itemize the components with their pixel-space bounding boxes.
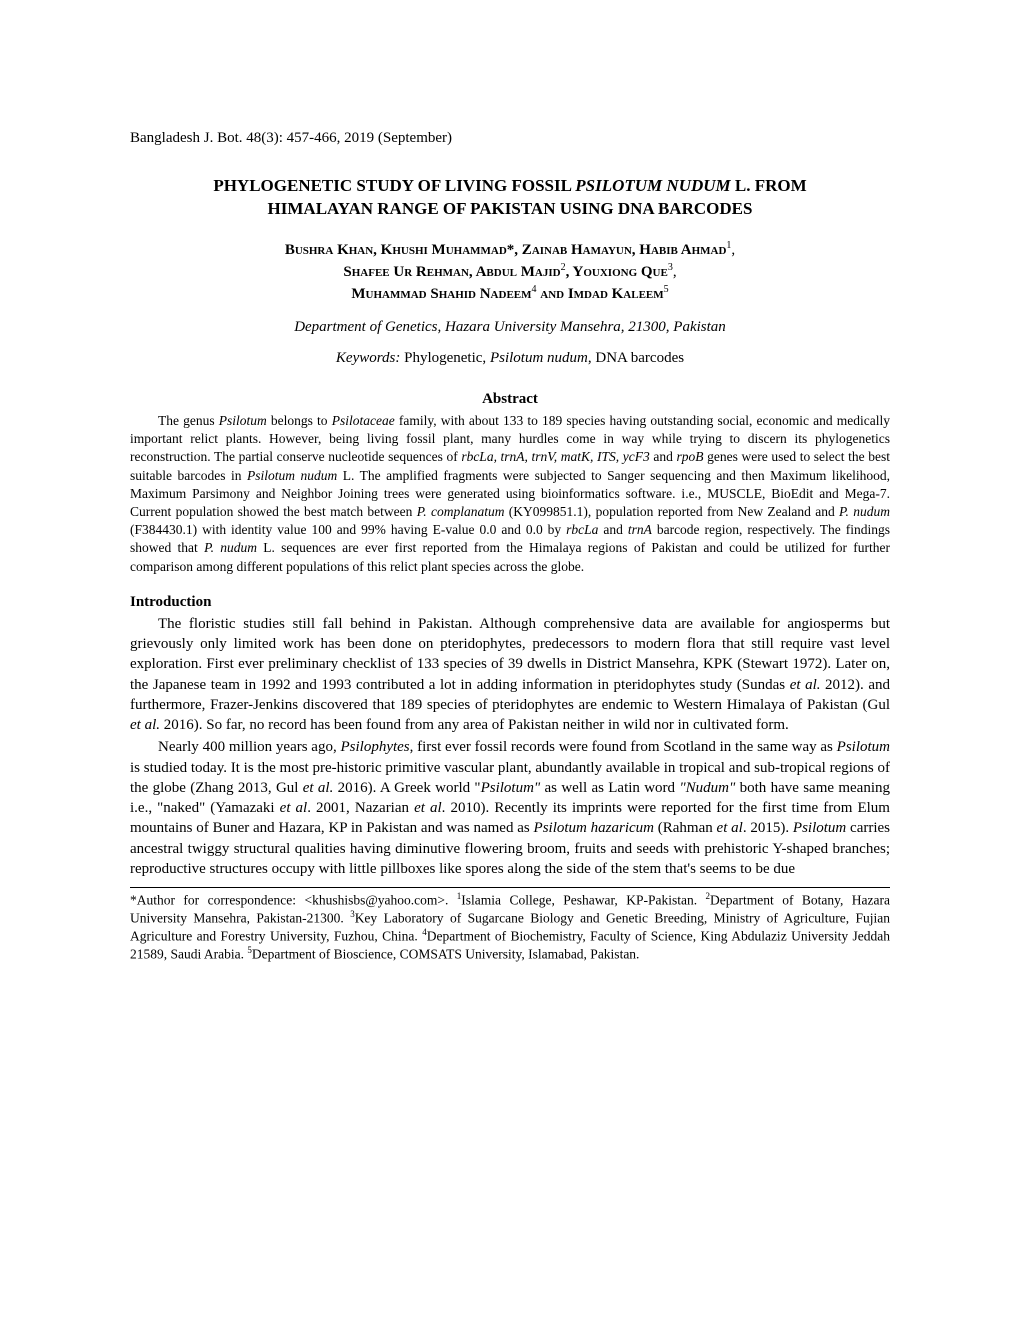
- keywords-label: Keywords:: [336, 350, 400, 366]
- keywords-p2: , DNA barcodes: [588, 350, 684, 366]
- abs-i: rpoB: [677, 449, 704, 464]
- department-affiliation: Department of Genetics, Hazara Universit…: [130, 319, 890, 336]
- body-t: The floristic studies still fall behind …: [130, 616, 890, 693]
- body-t: 2016). A Greek world ": [333, 780, 480, 796]
- abs-t: (F384430.1) with identity value 100 and …: [130, 522, 566, 537]
- authors-line3b: and Imdad Kaleem: [537, 286, 664, 302]
- body-i: et al.: [130, 717, 160, 733]
- authors-line1: Bushra Khan, Khushi Muhammad*, Zainab Ha…: [285, 242, 727, 258]
- body-i: "Nudum": [679, 780, 735, 796]
- body-t: 2016). So far, no record has been found …: [160, 717, 789, 733]
- intro-paragraph-1: The floristic studies still fall behind …: [130, 614, 890, 736]
- title-line2: HIMALAYAN RANGE OF PAKISTAN USING DNA BA…: [268, 199, 753, 218]
- abs-i: P. nudum: [839, 504, 890, 519]
- body-i: Psilotum: [837, 739, 890, 755]
- fn-t: Department of Bioscience, COMSATS Univer…: [252, 947, 640, 962]
- body-i: et al: [717, 820, 743, 836]
- abs-i: rbcLa, trnA, trnV, matK, ITS, ycF3: [461, 449, 649, 464]
- journal-header: Bangladesh J. Bot. 48(3): 457-466, 2019 …: [130, 130, 890, 147]
- body-i: Psilophytes: [340, 739, 409, 755]
- footnote-block: *Author for correspondence: <khushisbs@y…: [130, 891, 890, 963]
- footnote-separator: [130, 887, 890, 888]
- body-t: Nearly 400 million years ago,: [158, 739, 340, 755]
- authors-line2a: Shafee Ur Rehman, Abdul Majid: [343, 264, 560, 280]
- authors-line2b: , Youxiong Que: [566, 264, 668, 280]
- authors-line3a: Muhammad Shahid Nadeem: [351, 286, 531, 302]
- abs-t: and: [598, 522, 627, 537]
- authors-l2-end: ,: [673, 264, 677, 280]
- body-t: (Rahman: [654, 820, 717, 836]
- authors-block: Bushra Khan, Khushi Muhammad*, Zainab Ha…: [130, 239, 890, 305]
- body-i: et al: [414, 800, 442, 816]
- abstract-heading: Abstract: [130, 391, 890, 408]
- abs-i: Psilotum: [219, 413, 267, 428]
- body-i: Psilotum": [481, 780, 541, 796]
- keywords-italic: Psilotum nudum: [490, 350, 588, 366]
- keywords-p1: Phylogenetic,: [400, 350, 490, 366]
- body-i: et al.: [790, 677, 821, 693]
- fn-t: Islamia College, Peshawar, KP-Pakistan.: [461, 893, 705, 908]
- intro-paragraph-2: Nearly 400 million years ago, Psilophyte…: [130, 737, 890, 879]
- abs-i: trnA: [628, 522, 652, 537]
- abstract-body: The genus Psilotum belongs to Psilotacea…: [130, 412, 890, 576]
- paper-title: PHYLOGENETIC STUDY OF LIVING FOSSIL PSIL…: [130, 175, 890, 221]
- body-t: . 2001, Nazarian: [307, 800, 414, 816]
- introduction-heading: Introduction: [130, 594, 890, 611]
- body-t: . 2015).: [743, 820, 793, 836]
- abs-t: (KY099851.1), population reported from N…: [504, 504, 839, 519]
- authors-l1-end: ,: [731, 242, 735, 258]
- abs-i: P. nudum: [204, 540, 257, 555]
- body-i: Psilotum: [793, 820, 846, 836]
- abs-i: rbcLa: [566, 522, 598, 537]
- body-i: et al: [280, 800, 308, 816]
- abs-i: Psilotum nudum: [247, 468, 337, 483]
- body-t: as well as Latin word: [540, 780, 679, 796]
- abs-t: The genus: [158, 413, 219, 428]
- keywords-line: Keywords: Phylogenetic, Psilotum nudum, …: [130, 350, 890, 367]
- title-italic: PSILOTUM NUDUM: [575, 176, 730, 195]
- page-container: Bangladesh J. Bot. 48(3): 457-466, 2019 …: [0, 0, 1020, 1063]
- abs-t: and: [650, 449, 677, 464]
- body-i: et al.: [303, 780, 334, 796]
- abs-t: belongs to: [267, 413, 332, 428]
- affil-sup-5: 5: [664, 284, 669, 295]
- title-part1: PHYLOGENETIC STUDY OF LIVING FOSSIL: [213, 176, 575, 195]
- title-part1-end: L. FROM: [731, 176, 807, 195]
- abs-i: Psilotaceae: [332, 413, 395, 428]
- abs-i: P. complanatum: [417, 504, 505, 519]
- fn-t: *Author for correspondence: <khushisbs@y…: [130, 893, 457, 908]
- body-i: Psilotum hazaricum: [534, 820, 654, 836]
- body-t: , first ever fossil records were found f…: [410, 739, 837, 755]
